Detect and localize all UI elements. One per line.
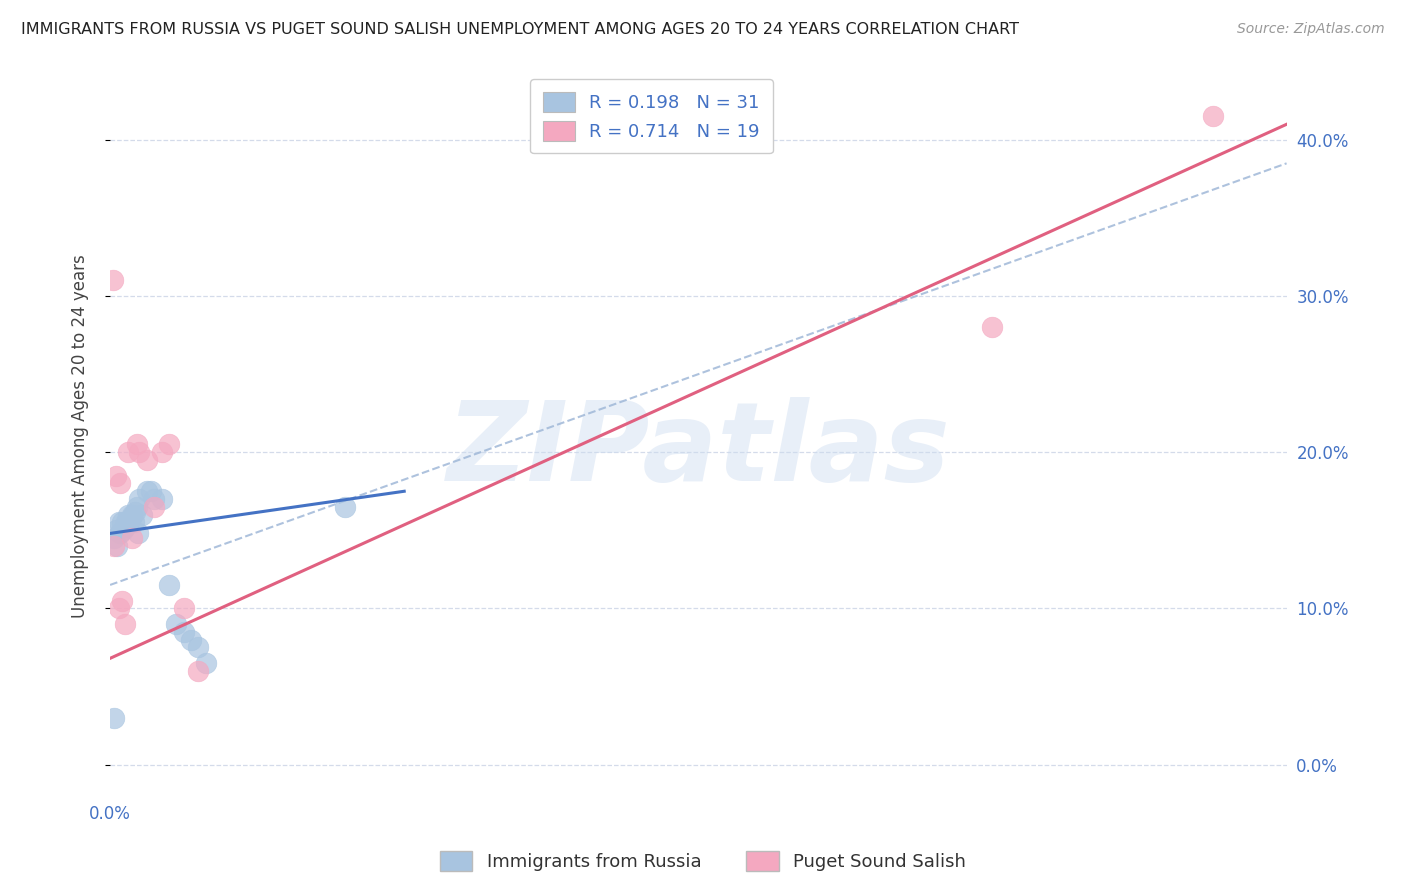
Text: ZIPatlas: ZIPatlas: [447, 398, 950, 505]
Point: [104, 468, 127, 483]
Point: [125, 437, 148, 451]
Point: [103, 539, 125, 553]
Point: [121, 531, 143, 545]
Y-axis label: Unemployment Among Ages 20 to 24 years: Unemployment Among Ages 20 to 24 years: [72, 255, 89, 618]
Point: [157, 578, 180, 592]
Point: [128, 491, 150, 506]
Point: [131, 508, 153, 522]
Point: [194, 656, 217, 670]
Point: [173, 601, 195, 615]
Point: [107, 539, 129, 553]
Point: [108, 516, 131, 530]
Point: [173, 624, 195, 639]
Point: [124, 504, 146, 518]
Point: [118, 516, 141, 530]
Point: [1202, 110, 1225, 124]
Point: [122, 516, 145, 530]
Point: [150, 445, 173, 459]
Point: [108, 601, 131, 615]
Point: [104, 523, 127, 537]
Point: [143, 491, 166, 506]
Text: IMMIGRANTS FROM RUSSIA VS PUGET SOUND SALISH UNEMPLOYMENT AMONG AGES 20 TO 24 YE: IMMIGRANTS FROM RUSSIA VS PUGET SOUND SA…: [21, 22, 1019, 37]
Point: [180, 632, 202, 647]
Point: [165, 617, 187, 632]
Point: [143, 500, 166, 514]
Point: [112, 523, 135, 537]
Point: [141, 484, 163, 499]
Point: [103, 531, 125, 545]
Point: [981, 320, 1004, 334]
Point: [135, 453, 157, 467]
Point: [111, 593, 134, 607]
Point: [115, 516, 138, 530]
Point: [110, 526, 132, 541]
Point: [111, 516, 134, 530]
Point: [114, 520, 136, 534]
Point: [135, 484, 157, 499]
Point: [187, 640, 209, 655]
Point: [114, 617, 136, 632]
Point: [117, 508, 139, 522]
Legend: R = 0.198   N = 31, R = 0.714   N = 19: R = 0.198 N = 31, R = 0.714 N = 19: [530, 79, 773, 153]
Text: Source: ZipAtlas.com: Source: ZipAtlas.com: [1237, 22, 1385, 37]
Point: [125, 500, 148, 514]
Point: [103, 711, 125, 725]
Point: [101, 273, 124, 287]
Point: [128, 445, 150, 459]
Point: [120, 510, 142, 524]
Point: [335, 500, 357, 514]
Point: [157, 437, 180, 451]
Legend: Immigrants from Russia, Puget Sound Salish: Immigrants from Russia, Puget Sound Sali…: [433, 844, 973, 879]
Point: [150, 491, 173, 506]
Point: [187, 664, 209, 678]
Point: [121, 508, 143, 522]
Point: [127, 526, 149, 541]
Point: [110, 476, 132, 491]
Point: [117, 445, 139, 459]
